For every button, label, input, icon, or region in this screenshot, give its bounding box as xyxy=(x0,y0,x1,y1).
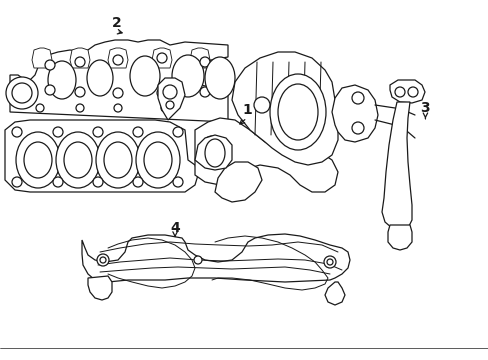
Ellipse shape xyxy=(278,84,317,140)
Polygon shape xyxy=(5,120,198,192)
Circle shape xyxy=(157,88,167,98)
Circle shape xyxy=(200,87,209,97)
Ellipse shape xyxy=(56,132,100,188)
Polygon shape xyxy=(108,48,128,68)
Ellipse shape xyxy=(143,142,172,178)
Polygon shape xyxy=(381,102,411,230)
Circle shape xyxy=(324,256,335,268)
Polygon shape xyxy=(325,282,345,305)
Polygon shape xyxy=(389,80,424,103)
Circle shape xyxy=(75,57,85,67)
Ellipse shape xyxy=(172,55,203,97)
Polygon shape xyxy=(82,234,349,282)
Circle shape xyxy=(114,104,122,112)
Circle shape xyxy=(351,122,363,134)
Circle shape xyxy=(163,85,177,99)
Circle shape xyxy=(12,177,22,187)
Circle shape xyxy=(45,85,55,95)
Circle shape xyxy=(45,60,55,70)
Text: 4: 4 xyxy=(170,221,180,234)
Ellipse shape xyxy=(204,139,224,167)
Ellipse shape xyxy=(200,136,224,168)
Polygon shape xyxy=(158,78,184,120)
Circle shape xyxy=(157,53,167,63)
Circle shape xyxy=(133,127,142,137)
Circle shape xyxy=(75,87,85,97)
Circle shape xyxy=(53,177,63,187)
Ellipse shape xyxy=(96,132,140,188)
Polygon shape xyxy=(88,276,112,300)
Polygon shape xyxy=(190,48,209,68)
Circle shape xyxy=(194,256,202,264)
Text: 1: 1 xyxy=(242,103,251,117)
Ellipse shape xyxy=(136,132,180,188)
Circle shape xyxy=(100,257,106,263)
Polygon shape xyxy=(32,48,52,68)
Circle shape xyxy=(200,57,209,67)
Circle shape xyxy=(302,84,317,100)
Circle shape xyxy=(394,87,404,97)
Ellipse shape xyxy=(64,142,92,178)
Circle shape xyxy=(165,101,174,109)
Ellipse shape xyxy=(130,56,160,96)
Circle shape xyxy=(113,88,123,98)
Circle shape xyxy=(76,104,84,112)
Circle shape xyxy=(253,97,269,113)
Circle shape xyxy=(97,254,109,266)
Circle shape xyxy=(133,177,142,187)
Polygon shape xyxy=(231,52,337,165)
Ellipse shape xyxy=(87,60,113,96)
Ellipse shape xyxy=(104,142,132,178)
Circle shape xyxy=(12,83,32,103)
Ellipse shape xyxy=(24,142,52,178)
Circle shape xyxy=(12,127,22,137)
Ellipse shape xyxy=(204,57,235,99)
Circle shape xyxy=(203,144,220,160)
Circle shape xyxy=(36,104,44,112)
Text: 2: 2 xyxy=(111,17,121,30)
Circle shape xyxy=(93,177,103,187)
Ellipse shape xyxy=(48,61,76,99)
Polygon shape xyxy=(152,48,172,68)
Circle shape xyxy=(173,177,183,187)
Circle shape xyxy=(6,77,38,109)
Polygon shape xyxy=(195,135,231,170)
Circle shape xyxy=(53,127,63,137)
Ellipse shape xyxy=(16,132,60,188)
Polygon shape xyxy=(387,225,411,250)
Circle shape xyxy=(173,127,183,137)
Polygon shape xyxy=(215,162,262,202)
Circle shape xyxy=(113,55,123,65)
Circle shape xyxy=(93,127,103,137)
Polygon shape xyxy=(70,48,90,68)
Polygon shape xyxy=(10,40,227,122)
Circle shape xyxy=(351,92,363,104)
Circle shape xyxy=(407,87,417,97)
Ellipse shape xyxy=(269,74,325,150)
Text: 3: 3 xyxy=(420,101,429,115)
Polygon shape xyxy=(331,85,377,142)
Circle shape xyxy=(161,104,169,112)
Polygon shape xyxy=(195,118,337,192)
Circle shape xyxy=(326,259,332,265)
